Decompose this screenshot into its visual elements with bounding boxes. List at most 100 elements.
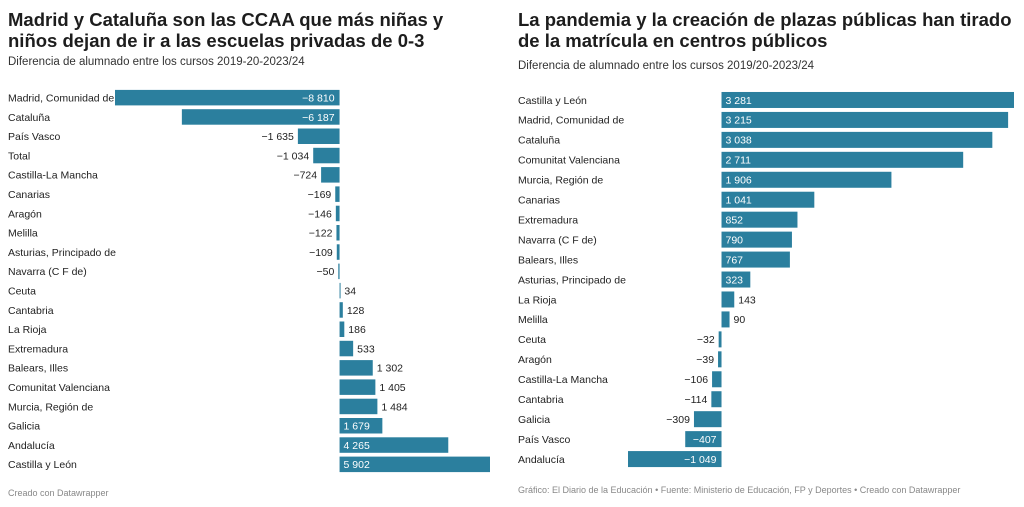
bar bbox=[338, 263, 340, 280]
value-label: 1 906 bbox=[726, 175, 752, 187]
chart-panel-left: Madrid y Cataluña son las CCAA que más n… bbox=[0, 0, 500, 507]
value-label: 323 bbox=[726, 274, 744, 286]
value-label: −309 bbox=[666, 414, 690, 426]
category-label: Murcia, Región de bbox=[518, 175, 603, 187]
bar bbox=[721, 171, 892, 188]
value-label: −146 bbox=[308, 208, 332, 220]
value-label: 3 038 bbox=[726, 135, 752, 147]
category-label: Madrid, Comunidad de bbox=[518, 115, 624, 127]
bar bbox=[693, 411, 722, 428]
chart-subtitle: Diferencia de alumnado entre los cursos … bbox=[518, 60, 814, 72]
category-label: Andalucía bbox=[8, 440, 55, 452]
category-label: Extremadura bbox=[8, 343, 68, 355]
bar bbox=[115, 89, 340, 106]
category-label: La Rioja bbox=[8, 324, 47, 336]
bar bbox=[339, 456, 490, 473]
category-label: Extremadura bbox=[518, 214, 578, 226]
category-label: Castilla y León bbox=[518, 95, 587, 107]
chart-panel-right: La pandemia y la creación de plazas públ… bbox=[510, 0, 1024, 507]
category-label: Castilla y León bbox=[8, 459, 77, 471]
bar bbox=[321, 167, 340, 183]
category-label: Asturias, Principado de bbox=[8, 247, 116, 259]
value-label: 5 902 bbox=[344, 459, 370, 471]
category-label: Murcia, Región de bbox=[8, 401, 93, 413]
value-label: 1 041 bbox=[726, 195, 752, 207]
value-label: 852 bbox=[726, 214, 744, 226]
bar bbox=[711, 391, 722, 408]
bar bbox=[335, 205, 340, 222]
category-label: País Vasco bbox=[8, 131, 60, 143]
bar bbox=[335, 186, 340, 202]
value-label: 790 bbox=[726, 234, 744, 246]
category-label: Total bbox=[8, 150, 30, 162]
value-label: −1 635 bbox=[261, 131, 294, 143]
value-label: 2 711 bbox=[726, 155, 752, 167]
bar bbox=[721, 211, 798, 228]
value-label: 3 281 bbox=[726, 95, 752, 107]
value-label: −169 bbox=[308, 189, 332, 201]
bar bbox=[297, 128, 340, 144]
bar bbox=[721, 291, 735, 308]
chart-title: Madrid y Cataluña son las CCAA que más n… bbox=[8, 9, 444, 51]
bar bbox=[181, 109, 340, 125]
bar-chart-private: Madrid, Comunidad de −8 810 Cataluña −6 187… bbox=[8, 89, 490, 473]
bar bbox=[339, 340, 354, 357]
value-label: −50 bbox=[316, 266, 334, 278]
value-label: 3 215 bbox=[726, 115, 752, 127]
value-label: 1 405 bbox=[379, 382, 405, 394]
bar-chart-public: Castilla y León 3 281 Madrid, Comunidad de… bbox=[518, 91, 1014, 468]
bar bbox=[718, 351, 722, 368]
value-label: 1 302 bbox=[377, 363, 403, 375]
category-label: Balears, Illes bbox=[518, 254, 578, 266]
bar bbox=[339, 437, 449, 453]
category-label: Madrid, Comunidad de bbox=[8, 92, 114, 104]
value-label: −1 034 bbox=[277, 150, 310, 162]
value-label: 90 bbox=[734, 314, 746, 326]
value-label: −8 810 bbox=[302, 92, 335, 104]
bar bbox=[721, 231, 792, 248]
category-label: Ceuta bbox=[518, 334, 546, 346]
category-label: Balears, Illes bbox=[8, 363, 68, 375]
category-label: Cantabria bbox=[518, 394, 564, 406]
value-label: −407 bbox=[693, 434, 717, 446]
value-label: 128 bbox=[347, 305, 365, 317]
category-label: Navarra (C F de) bbox=[518, 234, 597, 246]
bar bbox=[721, 271, 751, 288]
bar bbox=[685, 431, 722, 448]
value-label: −106 bbox=[684, 374, 708, 386]
bar bbox=[336, 225, 340, 241]
category-label: Comunitat Valenciana bbox=[8, 382, 110, 394]
value-label: 1 484 bbox=[381, 401, 407, 413]
category-label: Galicia bbox=[8, 421, 40, 433]
category-label: Navarra (C F de) bbox=[8, 266, 87, 278]
bar bbox=[718, 331, 722, 348]
bar bbox=[339, 302, 343, 318]
value-label: −109 bbox=[309, 247, 333, 259]
bar bbox=[339, 379, 376, 395]
bar bbox=[721, 131, 993, 148]
value-label: −32 bbox=[697, 334, 715, 346]
category-label: Melilla bbox=[518, 314, 548, 326]
bar bbox=[339, 398, 378, 415]
chart-footer: Creado con Datawrapper bbox=[8, 488, 109, 498]
category-label: Asturias, Principado de bbox=[518, 274, 626, 286]
category-label: Galicia bbox=[518, 414, 550, 426]
value-label: 1 679 bbox=[344, 421, 370, 433]
bar bbox=[712, 371, 722, 388]
category-label: Canarias bbox=[518, 195, 560, 207]
value-label: −114 bbox=[684, 394, 707, 406]
category-label: Cantabria bbox=[8, 305, 54, 317]
bar bbox=[339, 321, 345, 337]
category-label: Aragón bbox=[518, 354, 552, 366]
bar bbox=[339, 360, 373, 376]
bar bbox=[721, 111, 1009, 128]
value-label: −1 049 bbox=[684, 454, 717, 466]
bar bbox=[721, 311, 730, 328]
value-label: −39 bbox=[696, 354, 714, 366]
chart-footer: Gráfico: El Diario de la Educación • Fue… bbox=[518, 485, 961, 495]
category-label: La Rioja bbox=[518, 294, 557, 306]
bar bbox=[339, 282, 341, 299]
bar bbox=[721, 191, 815, 208]
bar bbox=[721, 91, 1014, 108]
category-label: Comunitat Valenciana bbox=[518, 155, 620, 167]
